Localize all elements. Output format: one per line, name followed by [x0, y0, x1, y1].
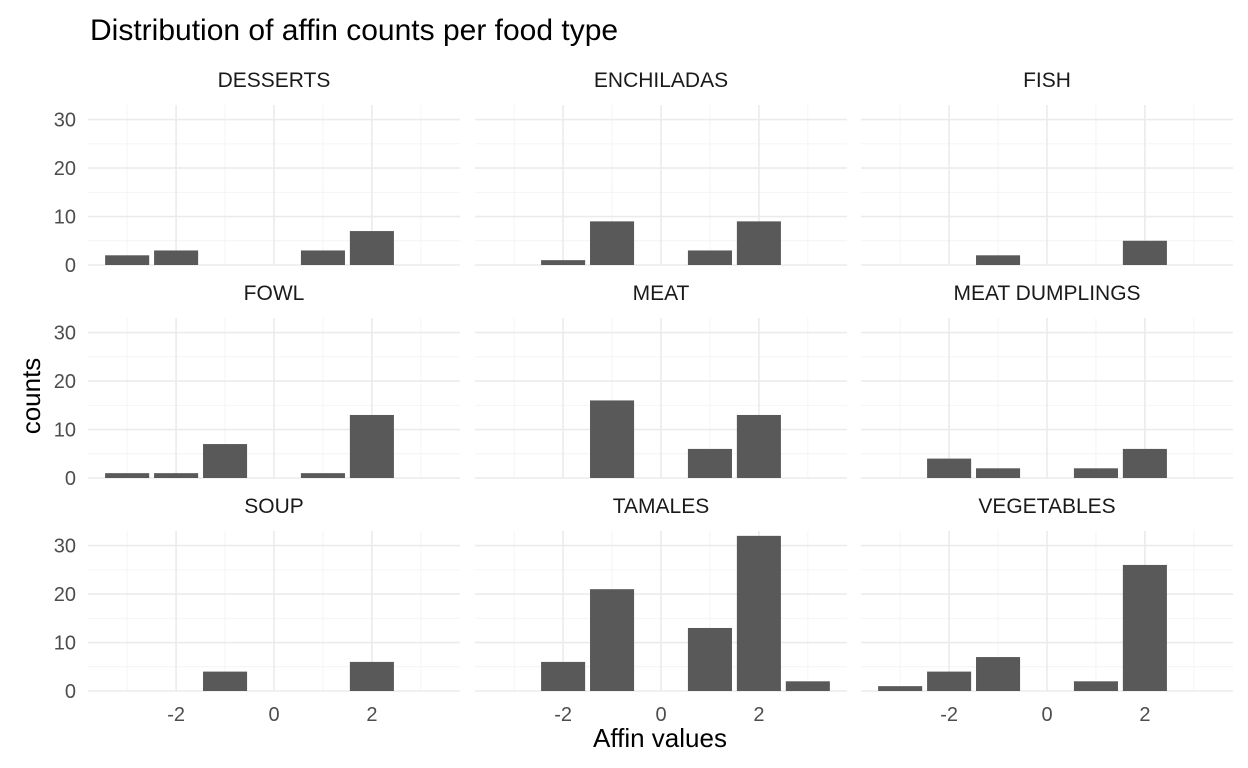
- bar: [927, 458, 972, 478]
- bar: [541, 661, 586, 691]
- panel-enchiladas: ENCHILADAS: [475, 69, 847, 266]
- y-tick-label: 20: [54, 584, 76, 606]
- strip-label: ENCHILADAS: [594, 69, 728, 92]
- bar: [878, 686, 923, 691]
- y-tick-label: 20: [54, 371, 76, 393]
- y-tick-label: 10: [54, 420, 76, 442]
- panel-fowl: FOWL 0 10 20 30: [54, 282, 460, 490]
- x-tick-label: 2: [1139, 704, 1150, 726]
- bar: [736, 535, 781, 691]
- y-axis-title: counts: [16, 358, 46, 435]
- bar: [736, 414, 781, 478]
- bar: [203, 671, 248, 691]
- bar: [154, 250, 199, 265]
- y-tick-label: 10: [54, 633, 76, 655]
- bar: [590, 221, 635, 265]
- bar: [203, 444, 248, 478]
- y-tick-label: 0: [65, 255, 76, 277]
- bar: [1073, 468, 1118, 478]
- bar: [687, 250, 732, 265]
- bar: [300, 250, 345, 265]
- panel-soup: SOUP 0 10 20 30 -2 0 2: [54, 495, 460, 726]
- bar: [105, 473, 150, 478]
- panel-desserts: DESSERTS 0 10 20 30: [54, 69, 460, 277]
- bar: [1122, 564, 1167, 691]
- bar: [590, 400, 635, 478]
- strip-label: MEAT: [633, 282, 690, 305]
- x-tick-label: -2: [940, 704, 958, 726]
- bar: [541, 260, 586, 265]
- y-tick-label: 30: [54, 110, 76, 132]
- x-tick-label: -2: [554, 704, 572, 726]
- x-tick-label: 0: [655, 704, 666, 726]
- y-tick-label: 10: [54, 207, 76, 229]
- x-tick-label: 2: [366, 704, 377, 726]
- bar: [785, 681, 830, 691]
- bar: [105, 255, 150, 265]
- panel-meat-dumplings: MEAT DUMPLINGS: [861, 282, 1233, 479]
- bar: [976, 657, 1021, 691]
- y-tick-label: 20: [54, 158, 76, 180]
- x-tick-label: 0: [1041, 704, 1052, 726]
- bar: [1122, 240, 1167, 265]
- panel-vegetables: VEGETABLES -2 0 2: [861, 495, 1233, 726]
- y-tick-label: 30: [54, 323, 76, 345]
- strip-label: FOWL: [244, 282, 305, 305]
- strip-label: FISH: [1023, 69, 1071, 92]
- bar: [349, 231, 394, 265]
- panel-meat: MEAT: [475, 282, 847, 479]
- strip-label: MEAT DUMPLINGS: [953, 282, 1140, 305]
- bar: [687, 448, 732, 478]
- chart-title: Distribution of affin counts per food ty…: [90, 14, 618, 47]
- x-axis-title: Affin values: [593, 723, 727, 753]
- x-tick-label: 2: [753, 704, 764, 726]
- strip-label: VEGETABLES: [978, 495, 1115, 518]
- bar: [300, 473, 345, 478]
- x-tick-label: 0: [268, 704, 279, 726]
- panel-tamales: TAMALES -2 0 2: [475, 495, 847, 726]
- bar: [1073, 681, 1118, 691]
- bar: [736, 221, 781, 265]
- y-tick-label: 0: [65, 468, 76, 490]
- bar: [1122, 448, 1167, 478]
- strip-label: SOUP: [244, 495, 304, 518]
- y-tick-label: 30: [54, 536, 76, 558]
- bar: [927, 671, 972, 691]
- bar: [976, 255, 1021, 265]
- bar: [976, 468, 1021, 478]
- strip-label: DESSERTS: [218, 69, 331, 92]
- strip-label: TAMALES: [613, 495, 709, 518]
- y-tick-label: 0: [65, 681, 76, 703]
- x-tick-label: -2: [167, 704, 185, 726]
- bar: [349, 414, 394, 478]
- bar: [154, 473, 199, 478]
- panel-fish: FISH: [861, 69, 1233, 266]
- bar: [349, 661, 394, 691]
- bar: [590, 589, 635, 691]
- bar: [687, 627, 732, 691]
